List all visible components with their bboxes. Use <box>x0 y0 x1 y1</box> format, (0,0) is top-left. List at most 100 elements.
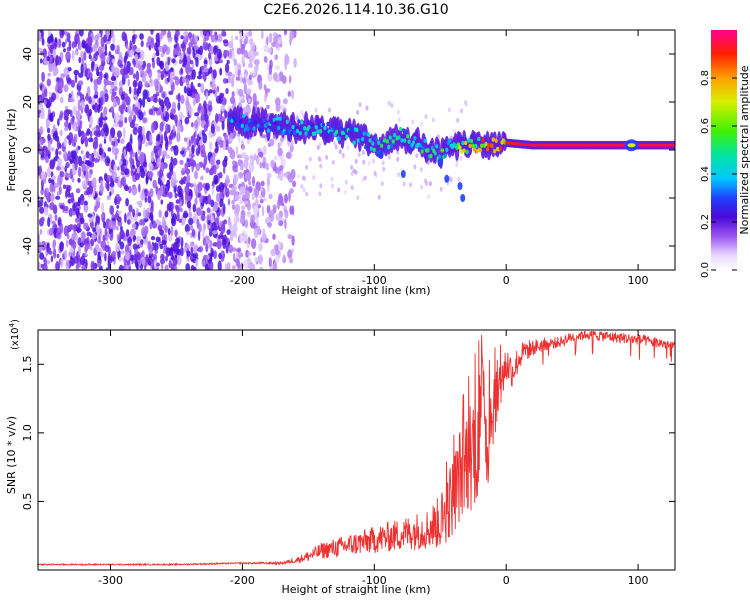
noise-blob <box>148 161 154 171</box>
noise-blob <box>48 91 53 96</box>
noise-blob <box>229 48 233 56</box>
signal-core <box>458 145 462 150</box>
noise-blob <box>120 225 123 232</box>
noise-blob <box>93 81 98 93</box>
noise-blob <box>136 200 141 206</box>
noise-blob <box>260 180 265 187</box>
noise-blob <box>134 173 140 181</box>
noise-blob <box>133 87 137 96</box>
y-tick-label: 20 <box>21 95 34 109</box>
noise-blob <box>272 233 276 240</box>
noise-blob <box>85 165 90 170</box>
noise-blob <box>288 191 291 203</box>
noise-blob <box>191 144 195 154</box>
noise-blob <box>148 108 154 116</box>
noise-blob <box>387 154 391 160</box>
signal-fragment <box>460 194 466 202</box>
noise-blob <box>139 60 144 66</box>
noise-blob <box>203 223 206 231</box>
noise-blob <box>415 153 419 158</box>
noise-blob <box>208 89 213 94</box>
noise-blob <box>46 166 52 178</box>
noise-blob <box>99 183 104 194</box>
noise-blob <box>140 40 144 48</box>
noise-blob <box>40 263 44 269</box>
noise-blob <box>280 158 286 168</box>
noise-blob <box>116 44 120 55</box>
noise-blob <box>154 249 158 255</box>
noise-blob <box>191 69 196 80</box>
noise-blob <box>162 249 167 254</box>
signal-core <box>252 126 256 131</box>
noise-blob <box>81 102 86 111</box>
noise-blob <box>174 204 179 211</box>
noise-blob <box>56 139 61 150</box>
noise-blob <box>350 171 354 177</box>
noise-blob <box>83 51 87 61</box>
noise-blob <box>98 130 101 136</box>
noise-blob <box>39 228 43 235</box>
noise-blob <box>132 80 138 88</box>
noise-blob <box>460 108 464 114</box>
noise-blob <box>173 183 177 194</box>
noise-blob <box>331 159 335 165</box>
noise-blob <box>341 153 345 158</box>
noise-blob <box>247 236 251 244</box>
noise-blob <box>88 137 94 143</box>
noise-blob <box>49 202 55 211</box>
noise-blob <box>397 117 401 123</box>
noise-blob <box>156 56 161 66</box>
noise-blob <box>250 262 255 270</box>
noise-blob <box>109 182 115 188</box>
noise-blob <box>153 259 158 270</box>
signal-core <box>266 128 270 133</box>
signal-fragment <box>457 182 463 190</box>
noise-blob <box>262 156 267 164</box>
noise-blob <box>111 140 114 146</box>
noise-blob <box>216 240 222 250</box>
noise-blob <box>277 142 281 149</box>
noise-blob <box>238 95 244 101</box>
noise-blob <box>293 57 297 68</box>
noise-blob <box>128 115 133 123</box>
signal-core <box>491 137 495 142</box>
noise-blob <box>251 179 255 184</box>
noise-blob <box>350 164 354 170</box>
noise-blob <box>164 210 169 218</box>
noise-blob <box>365 105 369 111</box>
noise-blob <box>39 58 43 64</box>
signal-core <box>403 138 407 143</box>
noise-blob <box>209 58 213 67</box>
noise-blob <box>161 92 166 99</box>
noise-blob <box>254 257 259 262</box>
signal-core <box>332 125 336 130</box>
noise-blob <box>57 79 62 91</box>
noise-blob <box>128 86 132 95</box>
noise-blob <box>157 189 161 201</box>
noise-blob <box>420 184 424 190</box>
noise-blob <box>219 139 223 149</box>
noise-blob <box>290 89 295 100</box>
noise-blob <box>160 70 165 76</box>
noise-blob <box>100 179 104 185</box>
noise-blob <box>199 45 204 56</box>
noise-blob <box>246 137 250 145</box>
noise-blob <box>108 219 114 230</box>
signal-core <box>366 132 371 137</box>
noise-blob <box>236 47 242 55</box>
signal-core <box>391 139 395 144</box>
noise-blob <box>181 76 187 83</box>
noise-blob <box>411 119 415 125</box>
noise-blob <box>211 83 217 91</box>
signal-core <box>258 127 262 132</box>
noise-blob <box>278 71 284 82</box>
signal-core <box>411 140 416 145</box>
noise-blob <box>125 44 129 50</box>
noise-blob <box>222 140 226 151</box>
noise-blob <box>338 149 342 155</box>
noise-blob <box>69 247 74 253</box>
noise-blob <box>213 250 218 260</box>
noise-blob <box>216 85 220 93</box>
noise-blob <box>165 64 170 72</box>
